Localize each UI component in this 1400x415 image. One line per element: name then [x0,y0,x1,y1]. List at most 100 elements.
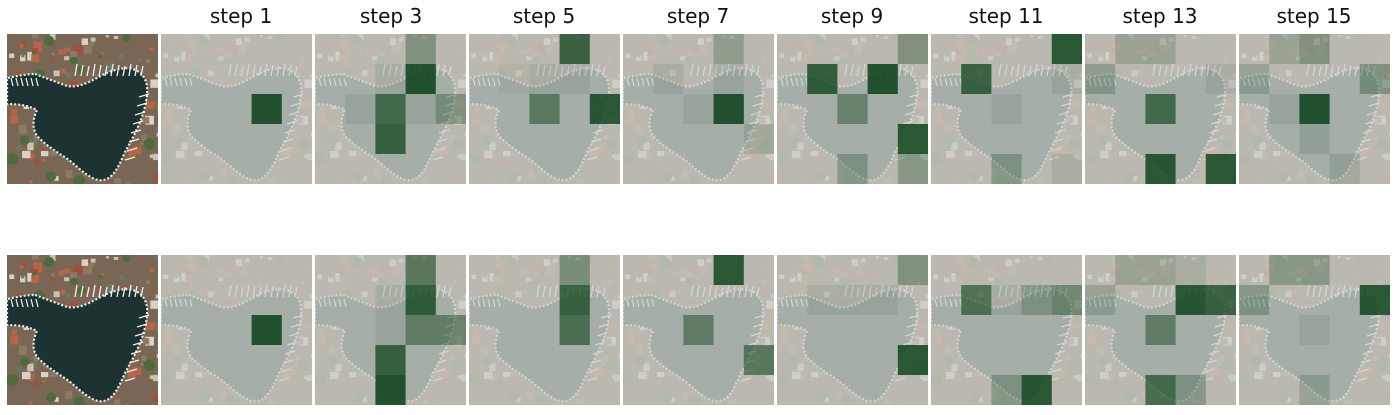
attention-map-row-1-step-3 [315,34,466,184]
aerial-photo-layer [161,255,312,405]
attention-map-row-1-step-11 [931,34,1082,184]
aerial-photo-layer [469,255,620,405]
attention-cell [405,255,436,285]
attention-cell [1175,255,1206,285]
aerial-photo-layer [1085,255,1236,405]
aerial-photo-layer [777,255,928,405]
attention-cell [867,285,898,315]
attention-cell [743,345,774,375]
attention-cell [1299,255,1330,285]
attention-cell [837,285,868,315]
attention-cell [1239,64,1270,94]
attention-cell [1085,285,1116,315]
attention-cell [1021,285,1052,315]
step-title-13: step 13 [1122,4,1198,28]
attention-cell [713,64,744,94]
attention-cell [499,64,530,94]
attention-cell [375,94,406,124]
attention-cell [1145,154,1176,184]
attention-cell [837,94,868,124]
step-title-5: step 5 [512,4,576,28]
step-title-7: step 7 [666,4,730,28]
attention-cell [1359,285,1390,315]
attention-cell [1239,285,1270,315]
attention-cell [743,124,774,154]
attention-cell [1115,34,1146,64]
attention-cell [375,285,406,315]
attention-cell [1205,285,1236,315]
attention-cell [807,64,838,94]
attention-cell [251,315,282,345]
attention-cell [559,285,590,315]
step-title-9: step 9 [820,4,884,28]
aerial-photo-layer [623,255,774,405]
attention-map-row-2-step-3 [315,255,466,405]
aerial-photo-layer [931,255,1082,405]
attention-cell [1205,154,1236,184]
attention-cell [375,124,406,154]
attention-cell [1021,375,1052,405]
attention-cell [713,255,744,285]
attention-cell [589,94,620,124]
attention-cell [375,375,406,405]
attention-cell [405,315,436,345]
attention-cell [435,315,466,345]
original-aerial-image-row-1 [7,34,158,184]
attention-cell [713,34,744,64]
attention-cell [991,94,1022,124]
attention-map-row-1-step-7 [623,34,774,184]
attention-cell [897,255,928,285]
step-title-3: step 3 [359,4,423,28]
attention-cell [837,154,868,184]
attention-cell [897,124,928,154]
attention-cell [1145,375,1176,405]
step-title-1: step 1 [209,4,273,28]
attention-cell [405,64,436,94]
attention-cell [1269,34,1300,64]
attention-cell [559,34,590,64]
attention-map-row-1-step-13 [1085,34,1236,184]
attention-cell [1145,94,1176,124]
aerial-photo-layer [623,34,774,184]
attention-cell [807,285,838,315]
attention-map-row-2-step-7 [623,255,774,405]
attention-cell [683,94,714,124]
attention-cell [1051,154,1082,184]
attention-cell [529,64,560,94]
attention-cell [961,64,992,94]
attention-map-row-2-step-11 [931,255,1082,405]
attention-cell [1085,64,1116,94]
attention-cell [559,255,590,285]
attention-cell [1115,255,1146,285]
attention-cell [375,345,406,375]
attention-cell [1329,154,1360,184]
attention-cell [1175,375,1206,405]
attention-cell [405,285,436,315]
attention-cell [1299,124,1330,154]
attention-cell [1145,255,1176,285]
attention-cell [1205,64,1236,94]
attention-map-row-2-step-13 [1085,255,1236,405]
attention-cell [961,285,992,315]
step-title-15: step 15 [1276,4,1352,28]
attention-cell [713,94,744,124]
attention-cell [653,64,684,94]
attention-map-row-1-step-9 [777,34,928,184]
attention-cell [405,94,436,124]
attention-cell [897,154,928,184]
attention-cell [991,154,1022,184]
attention-cell [559,315,590,345]
attention-map-row-2-step-9 [777,255,928,405]
attention-cell [1051,34,1082,64]
attention-map-row-1-step-5 [469,34,620,184]
attention-cell [1145,34,1176,64]
attention-cell [559,64,590,94]
original-aerial-image-row-2 [7,255,158,405]
aerial-photo-layer [7,34,158,184]
attention-cell [251,94,282,124]
attention-cell [1145,315,1176,345]
attention-map-row-1-step-1 [161,34,312,184]
attention-map-row-1-step-15 [1239,34,1390,184]
attention-cell [991,375,1022,405]
attention-map-row-2-step-1 [161,255,312,405]
